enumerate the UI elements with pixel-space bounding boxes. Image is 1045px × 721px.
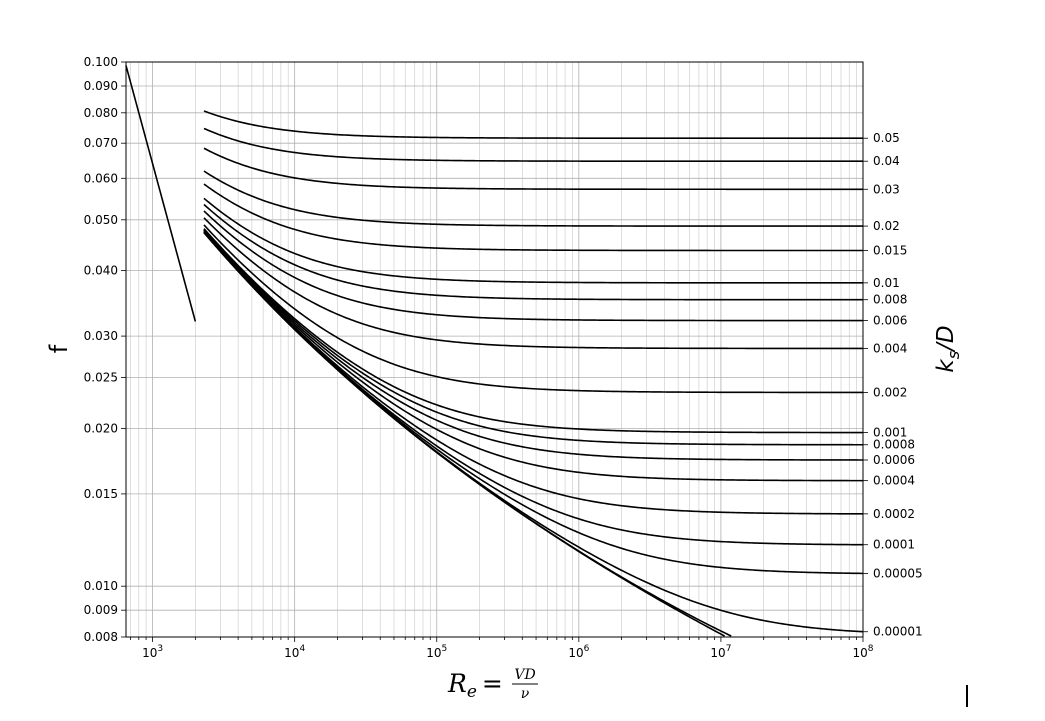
roughness-label: 0.002 <box>873 385 907 399</box>
y-tick-label: 0.015 <box>84 487 118 501</box>
roughness-curve <box>203 231 864 515</box>
y-tick-label: 0.040 <box>84 264 118 278</box>
x-tick-label: 104 <box>284 644 305 660</box>
roughness-curve <box>203 228 863 446</box>
y-tick-label: 0.050 <box>84 213 118 227</box>
y-tick-label: 0.090 <box>84 79 118 93</box>
roughness-curve <box>203 228 863 434</box>
x-tick-label: 107 <box>710 644 731 660</box>
right-axis-label-base: k <box>933 358 959 373</box>
x-axis-label-numerator: VD <box>514 667 535 683</box>
x-axis-ticks: 103 104 105 106 107 108 <box>130 637 874 660</box>
roughness-curve <box>203 230 864 482</box>
right-axis-label-rest: /D <box>933 325 959 352</box>
roughness-label: 0.008 <box>873 293 907 307</box>
roughness-label: 0.006 <box>873 314 907 328</box>
friction-curves <box>125 65 864 637</box>
roughness-labels: 0.05 0.04 0.03 0.02 0.015 0.01 0.008 0.006 0.004… <box>863 131 923 639</box>
y-tick-label: 0.020 <box>84 421 118 435</box>
roughness-label: 0.03 <box>873 182 900 196</box>
y-axis-label: f <box>45 344 73 353</box>
y-axis-ticks: 0.100 0.090 0.080 0.070 0.060 0.050 0.040 0.030… <box>84 55 126 644</box>
x-axis-label-base: R <box>447 669 467 698</box>
roughness-label: 0.0004 <box>873 474 915 488</box>
roughness-label: 0.0006 <box>873 453 915 467</box>
roughness-label: 0.0001 <box>873 538 915 552</box>
y-tick-label: 0.025 <box>84 371 118 385</box>
right-axis-label: ks/D <box>933 325 963 372</box>
roughness-label: 0.001 <box>873 426 907 440</box>
roughness-label: 0.05 <box>873 131 900 145</box>
plot-frame <box>125 61 864 638</box>
x-tick-label: 103 <box>142 644 163 660</box>
x-tick-label: 108 <box>852 644 873 660</box>
grid-lines <box>126 61 864 638</box>
roughness-curve <box>203 232 725 637</box>
laminar-curve <box>125 65 197 322</box>
y-tick-label: 0.008 <box>84 630 118 644</box>
y-tick-label: 0.030 <box>84 329 118 343</box>
roughness-curve <box>203 231 732 637</box>
roughness-label: 0.01 <box>873 276 900 290</box>
roughness-label: 0.0008 <box>873 438 915 452</box>
roughness-curve <box>203 203 863 301</box>
y-tick-label: 0.060 <box>84 171 118 185</box>
svg-text:Re=: Re = <box>447 669 503 702</box>
roughness-label: 0.00001 <box>873 625 923 639</box>
roughness-curve <box>203 217 863 350</box>
roughness-curve <box>203 110 863 140</box>
y-tick-label: 0.009 <box>84 603 118 617</box>
roughness-curve <box>203 197 863 284</box>
x-axis-label-sub: e <box>467 682 477 702</box>
x-tick-label: 105 <box>426 644 447 660</box>
x-axis-label: Re = VD ν <box>447 667 538 702</box>
roughness-label: 0.015 <box>873 244 907 258</box>
y-tick-label: 0.010 <box>84 579 118 593</box>
roughness-curve <box>203 210 863 322</box>
roughness-label: 0.004 <box>873 341 907 355</box>
roughness-label: 0.02 <box>873 219 900 233</box>
roughness-label: 0.04 <box>873 154 900 168</box>
x-axis-label-equals: = <box>482 669 503 698</box>
x-axis-label-denominator: ν <box>521 686 530 702</box>
roughness-curve <box>203 183 863 252</box>
y-tick-label: 0.100 <box>84 55 118 69</box>
roughness-curve <box>203 224 863 394</box>
roughness-curve <box>203 147 863 191</box>
roughness-label: 0.0002 <box>873 507 915 521</box>
roughness-curve <box>203 229 863 461</box>
roughness-curve <box>203 127 863 163</box>
text-cursor <box>966 685 968 707</box>
y-tick-label: 0.070 <box>84 136 118 150</box>
roughness-label: 0.00005 <box>873 566 923 580</box>
y-tick-label: 0.080 <box>84 106 118 120</box>
x-tick-label: 106 <box>568 644 589 660</box>
roughness-curve <box>203 170 863 227</box>
right-axis-label-sub: s <box>944 351 963 359</box>
